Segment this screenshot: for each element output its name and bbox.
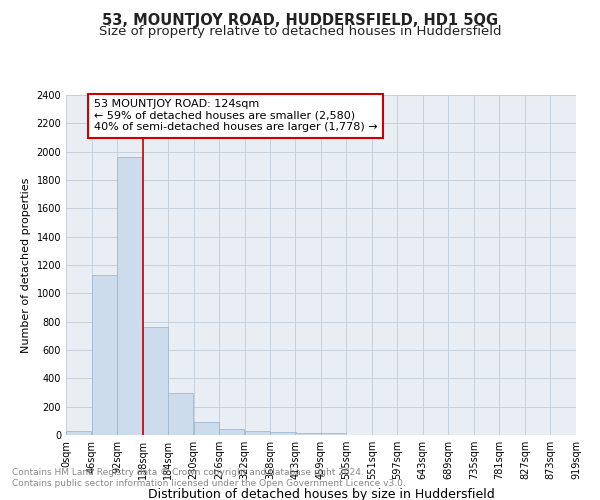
Text: 53 MOUNTJOY ROAD: 124sqm
← 59% of detached houses are smaller (2,580)
40% of sem: 53 MOUNTJOY ROAD: 124sqm ← 59% of detach… xyxy=(94,99,377,132)
Bar xyxy=(271,432,296,435)
Text: Contains HM Land Registry data © Crown copyright and database right 2024.
Contai: Contains HM Land Registry data © Crown c… xyxy=(12,468,406,487)
Bar xyxy=(169,392,193,435)
Y-axis label: Number of detached properties: Number of detached properties xyxy=(21,178,31,352)
Bar xyxy=(66,430,91,435)
Bar xyxy=(143,328,168,435)
Bar xyxy=(220,430,244,435)
Bar xyxy=(245,430,270,435)
Bar xyxy=(194,422,219,435)
Bar xyxy=(117,158,142,435)
Text: Size of property relative to detached houses in Huddersfield: Size of property relative to detached ho… xyxy=(99,25,501,38)
Bar xyxy=(321,433,346,435)
X-axis label: Distribution of detached houses by size in Huddersfield: Distribution of detached houses by size … xyxy=(148,488,494,500)
Bar xyxy=(92,275,117,435)
Text: 53, MOUNTJOY ROAD, HUDDERSFIELD, HD1 5QG: 53, MOUNTJOY ROAD, HUDDERSFIELD, HD1 5QG xyxy=(102,12,498,28)
Bar xyxy=(295,433,320,435)
